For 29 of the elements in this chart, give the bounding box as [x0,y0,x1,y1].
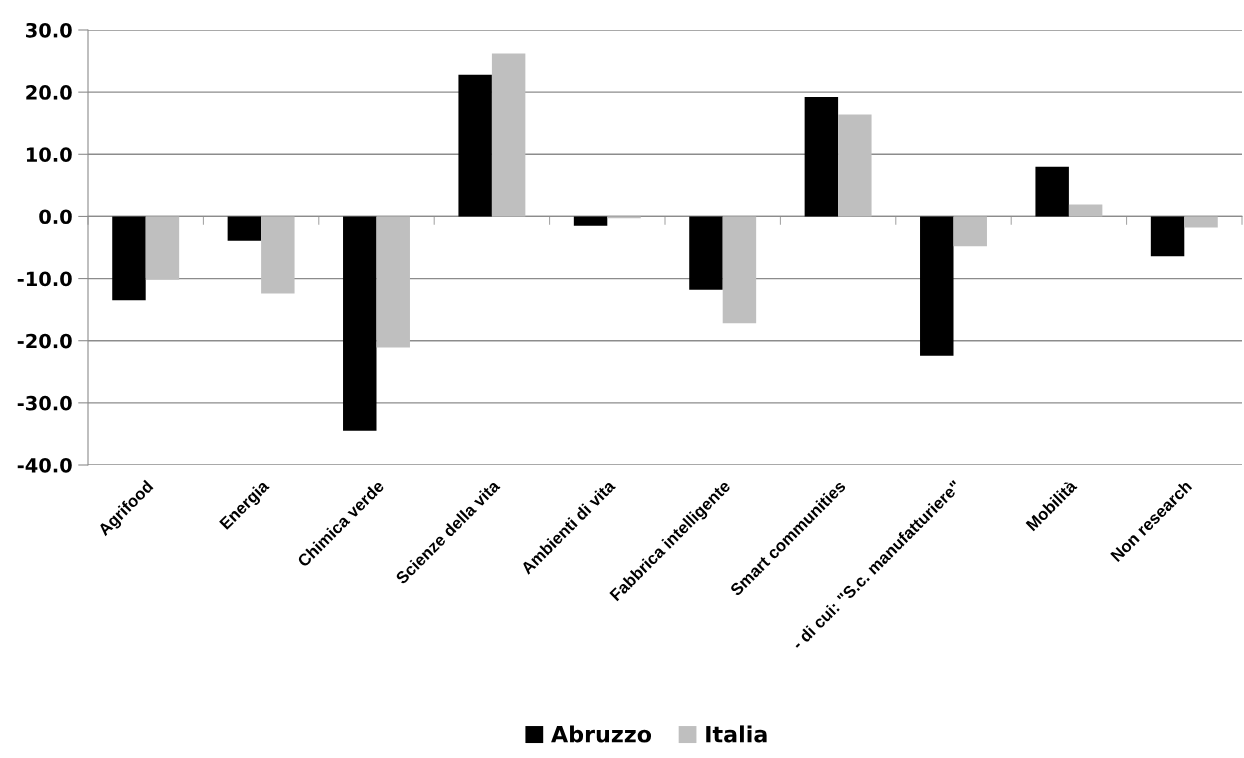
y-tick-label: -10.0 [17,271,72,287]
bar [804,97,839,217]
y-tick-label: -30.0 [17,395,72,411]
y-tick-label: 0.0 [39,209,72,225]
bar [112,216,146,301]
bar [838,114,872,217]
bar [573,216,608,226]
bar [1150,216,1185,257]
bar [458,74,492,217]
bar [227,216,262,241]
y-tick-label: 10.0 [26,147,72,162]
y-tick-label: -40.0 [17,457,72,473]
bar [953,216,987,247]
legend-label: Abruzzo [551,725,652,743]
bar [1035,166,1069,217]
y-tick-label: -20.0 [17,333,72,349]
bar [261,216,295,294]
bar [376,216,410,348]
bar [491,53,526,217]
legend-label: Italia [706,725,767,743]
bar [920,216,954,356]
bar [1184,216,1218,228]
y-tick-label: 30.0 [26,22,72,38]
bar [689,216,723,290]
bar [722,216,757,324]
bar [343,216,377,431]
bar [1068,204,1103,217]
bar [145,216,180,280]
y-tick-label: 20.0 [26,85,72,100]
